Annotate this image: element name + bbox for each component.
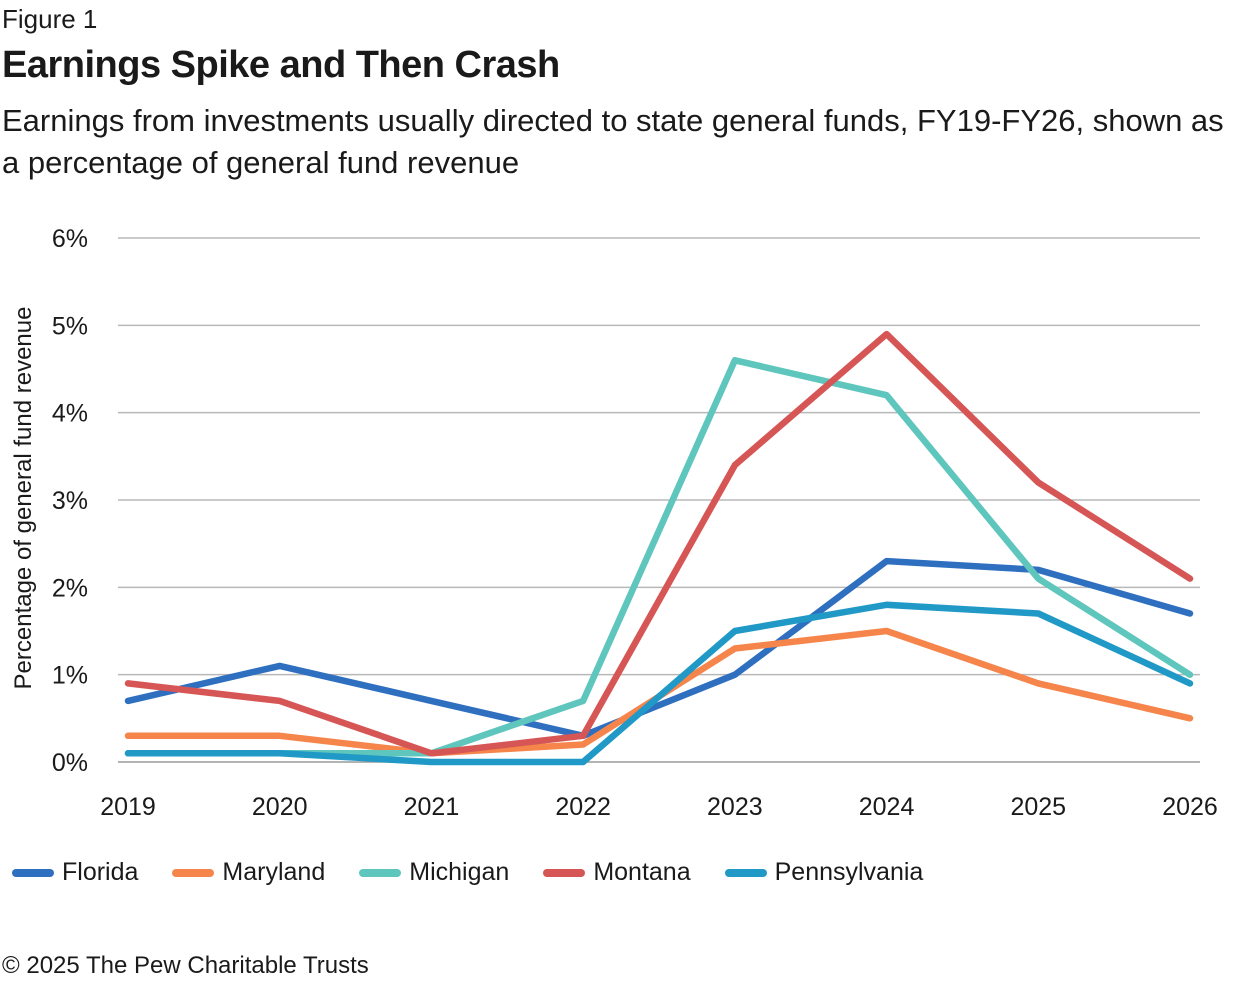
legend-swatch <box>543 868 586 877</box>
x-tick-label: 2026 <box>1162 793 1218 821</box>
series-line-florida <box>124 557 1194 740</box>
y-axis-label: Percentage of general fund revenue <box>10 307 37 690</box>
y-tick-label: 2% <box>52 574 88 602</box>
legend-item-maryland: Maryland <box>172 858 325 887</box>
y-tick-label: 6% <box>52 225 88 253</box>
chart-subtitle: Earnings from investments usually direct… <box>2 103 1224 180</box>
legend-swatch <box>724 868 767 877</box>
legend-swatch <box>359 868 402 877</box>
chart-title: Earnings Spike and Then Crash <box>2 44 560 86</box>
y-tick-label: 3% <box>52 487 88 515</box>
y-tick-label: 1% <box>52 662 88 690</box>
legend-item-pennsylvania: Pennsylvania <box>724 858 924 887</box>
x-tick-label: 2024 <box>859 793 915 821</box>
chart-legend: Florida Maryland Michigan Montana Pennsylvan… <box>12 858 957 887</box>
figure-label: Figure 1 <box>2 4 98 34</box>
legend-label: Florida <box>62 858 139 886</box>
series-line-maryland <box>124 627 1194 757</box>
x-tick-label: 2020 <box>252 793 308 821</box>
legend-swatch <box>12 868 54 877</box>
copyright-footer: © 2025 The Pew Charitable Trusts <box>2 952 369 979</box>
legend-swatch <box>172 868 215 877</box>
legend-label: Maryland <box>222 858 326 886</box>
y-tick-label: 5% <box>52 312 88 340</box>
x-tick-label: 2021 <box>404 793 460 821</box>
y-tick-label: 0% <box>52 749 88 777</box>
series-line-montana <box>124 330 1194 757</box>
legend-item-florida: Florida <box>12 858 138 887</box>
x-tick-label: 2025 <box>1010 793 1066 821</box>
legend-label: Michigan <box>409 858 510 886</box>
legend-item-montana: Montana <box>543 858 691 887</box>
legend-label: Montana <box>593 858 691 886</box>
legend-item-michigan: Michigan <box>359 858 509 887</box>
x-tick-label: 2022 <box>555 793 611 821</box>
x-tick-label: 2023 <box>707 793 763 821</box>
series-line-pennsylvania <box>124 601 1194 766</box>
line-chart: 0% 1% 2% 3% 4% 5% 6% 2019 2020 2021 2022 2023 2024 20… <box>10 225 1218 821</box>
x-tick-label: 2019 <box>100 793 156 821</box>
legend-label: Pennsylvania <box>774 858 924 886</box>
y-tick-label: 4% <box>52 400 88 428</box>
